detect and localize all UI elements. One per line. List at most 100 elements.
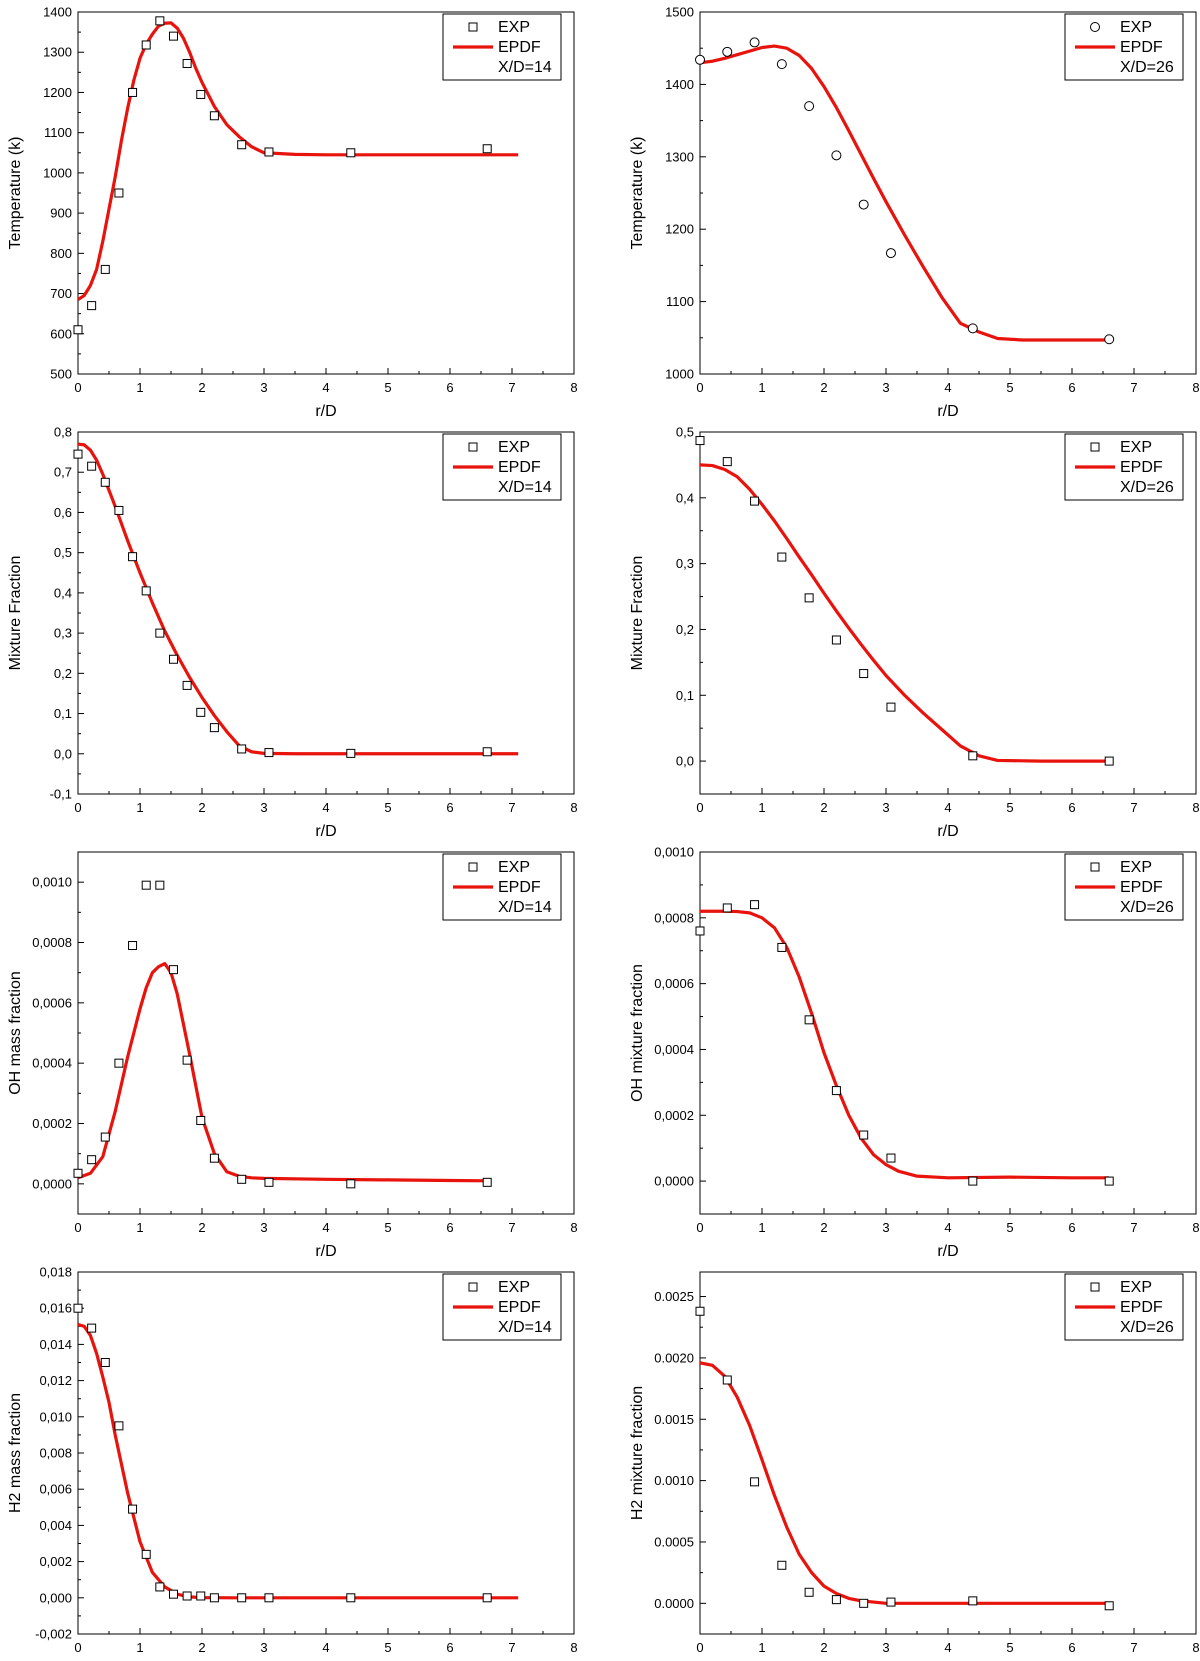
epdf-series-line	[78, 442, 519, 756]
y-tick-label: 0,0	[54, 746, 72, 761]
y-tick-label: 0,5	[54, 545, 72, 560]
exp-data-point	[750, 496, 760, 506]
legend-exp-label: EXP	[1120, 19, 1152, 36]
x-tick-label: 5	[384, 380, 391, 395]
legend: EXP EPDF X/D=14	[442, 13, 562, 81]
x-axis-label: r/D	[937, 1243, 958, 1260]
y-tick-label: 0,0004	[654, 1042, 694, 1057]
y-tick-label: 0,0010	[654, 845, 694, 860]
x-tick-label: 1	[136, 1640, 143, 1655]
exp-data-point	[722, 1375, 732, 1385]
legend: EXP EPDF X/D=26	[1064, 1273, 1184, 1341]
x-tick-label: 8	[1192, 1220, 1199, 1235]
exp-data-point	[722, 903, 732, 913]
y-tick-label: 1400	[665, 77, 694, 92]
x-tick-label: 7	[1130, 1640, 1137, 1655]
exp-data-point	[209, 1153, 219, 1163]
exp-data-point	[73, 1303, 83, 1313]
x-axis-label: r/D	[937, 403, 958, 420]
exp-data-point	[168, 965, 178, 975]
exp-data-point	[182, 680, 192, 690]
x-tick-label: 6	[446, 380, 453, 395]
y-tick-label: 0,004	[39, 1518, 72, 1533]
x-tick-label: 3	[882, 800, 889, 815]
x-tick-label: 1	[136, 800, 143, 815]
x-tick-label: 2	[198, 380, 205, 395]
exp-data-point	[885, 248, 896, 259]
epdf-series-line	[78, 21, 519, 301]
y-tick-label: -0,002	[35, 1627, 72, 1642]
y-tick-label: 0.0010	[654, 1473, 694, 1488]
exp-data-point	[73, 449, 83, 459]
exp-data-point	[168, 1589, 178, 1599]
exp-data-point	[777, 552, 787, 562]
x-tick-label: 5	[384, 800, 391, 815]
x-tick-label: 7	[1130, 1220, 1137, 1235]
y-tick-label: 0,0008	[32, 935, 72, 950]
exp-data-point	[968, 1596, 978, 1606]
exp-data-point	[100, 1358, 110, 1367]
legend-note: X/D=26	[1120, 899, 1174, 916]
y-tick-label: 0,006	[39, 1482, 72, 1497]
y-tick-label: 0,008	[39, 1446, 72, 1461]
exp-data-point	[237, 1174, 247, 1184]
y-tick-label: 900	[50, 206, 72, 221]
exp-data-point	[858, 199, 869, 210]
y-tick-label: 1200	[43, 85, 72, 100]
x-tick-label: 0	[696, 380, 703, 395]
x-axis-label: r/D	[315, 1243, 336, 1260]
y-tick-label: 0,0010	[32, 875, 72, 890]
legend-epdf-label: EPDF	[498, 879, 541, 896]
exp-data-point	[859, 669, 869, 679]
x-tick-label: 0	[696, 800, 703, 815]
exp-data-point	[128, 87, 138, 97]
exp-data-point	[967, 323, 978, 334]
chart-panel-2: 0 1 2 3 4 5 6 7 8 1000 1100 1200 1300 1400 1500 r/D Temp…	[629, 5, 1200, 421]
exp-data-point	[168, 31, 178, 41]
y-tick-label: 0,0008	[654, 910, 694, 925]
exp-data-point	[141, 586, 151, 596]
legend: EXP EPDF X/D=14	[442, 1273, 562, 1341]
x-tick-label: 6	[446, 1220, 453, 1235]
exp-data-point	[196, 707, 206, 717]
y-axis-label: Mixture Fraction	[629, 556, 646, 671]
epdf-series-line	[78, 1322, 519, 1600]
legend-exp-label: EXP	[498, 19, 530, 36]
x-tick-label: 2	[198, 1640, 205, 1655]
legend-exp-label: EXP	[498, 859, 530, 876]
legend-epdf-label: EPDF	[1120, 879, 1163, 896]
y-tick-label: 0.0005	[654, 1534, 694, 1549]
y-tick-label: 0,0004	[32, 1056, 72, 1071]
y-tick-label: 0,000	[39, 1590, 72, 1605]
exp-data-point	[695, 926, 705, 936]
x-tick-label: 8	[1192, 800, 1199, 815]
legend-exp-marker	[1090, 1282, 1100, 1292]
exp-data-point	[482, 144, 492, 154]
exp-data-point	[750, 1477, 760, 1487]
x-tick-label: 4	[322, 1640, 329, 1655]
exp-data-point	[114, 1421, 124, 1431]
x-tick-label: 2	[820, 1640, 827, 1655]
exp-data-point	[264, 147, 274, 157]
exp-data-point	[114, 1058, 124, 1068]
y-axis-label: H2 mixture fraction	[629, 1386, 646, 1520]
y-tick-label: 0,016	[39, 1301, 72, 1316]
legend-epdf-label: EPDF	[498, 39, 541, 56]
exp-data-point	[141, 1549, 151, 1559]
x-tick-label: 1	[758, 380, 765, 395]
x-tick-label: 0	[74, 380, 81, 395]
chart-panel-7: 0 1 2 3 4 5 6 7 8 -0,002 0,000 0,002 0,004 0,006 0,008…	[7, 1265, 578, 1656]
exp-data-point	[196, 1591, 206, 1601]
y-axis-label: OH mixture fraction	[629, 964, 646, 1102]
exp-data-point	[73, 325, 83, 335]
chart-panel-4: 0 1 2 3 4 5 6 7 8 0,0 0,1 0,2 0,3 0,4 0,5 r/D Mixture Fr…	[629, 425, 1200, 841]
exp-data-point	[182, 58, 192, 68]
exp-data-point	[346, 1593, 356, 1603]
exp-data-point	[968, 1176, 978, 1186]
y-tick-label: 0,0000	[654, 1174, 694, 1189]
x-tick-label: 3	[260, 1220, 267, 1235]
y-tick-label: 0.0015	[654, 1412, 694, 1427]
legend-exp-marker	[1090, 862, 1100, 872]
x-tick-label: 7	[1130, 800, 1137, 815]
x-tick-label: 2	[198, 1220, 205, 1235]
